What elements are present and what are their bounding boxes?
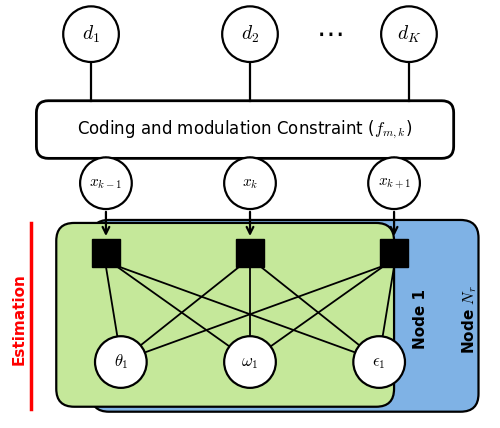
Circle shape — [80, 158, 132, 209]
Text: $x_{k-1}$: $x_{k-1}$ — [90, 176, 122, 191]
Text: $\omega_1$: $\omega_1$ — [242, 353, 258, 371]
Text: $\epsilon_1$: $\epsilon_1$ — [372, 353, 386, 371]
Text: $d_K$: $d_K$ — [397, 24, 421, 45]
Text: Node 1: Node 1 — [414, 289, 428, 349]
Bar — [236, 239, 264, 267]
Text: $f_k$: $f_k$ — [242, 247, 258, 266]
FancyBboxPatch shape — [56, 223, 394, 407]
Text: Coding and modulation Constraint ($f_{m,k}$): Coding and modulation Constraint ($f_{m,… — [78, 119, 412, 141]
Bar — [380, 239, 408, 267]
Text: $x_k$: $x_k$ — [242, 176, 258, 191]
Circle shape — [224, 336, 276, 388]
Text: $x_{k+1}$: $x_{k+1}$ — [378, 176, 410, 191]
Circle shape — [95, 336, 146, 388]
Text: $d_1$: $d_1$ — [82, 24, 100, 45]
Text: $d_2$: $d_2$ — [241, 24, 259, 45]
Circle shape — [368, 158, 420, 209]
Circle shape — [63, 6, 119, 62]
Text: Node $N_r$: Node $N_r$ — [460, 285, 479, 354]
Circle shape — [381, 6, 437, 62]
Text: Estimation: Estimation — [12, 273, 27, 365]
Circle shape — [354, 336, 405, 388]
FancyBboxPatch shape — [91, 220, 478, 412]
Text: $\theta_1$: $\theta_1$ — [114, 353, 128, 372]
Text: $\cdots$: $\cdots$ — [316, 20, 343, 48]
FancyBboxPatch shape — [36, 101, 454, 158]
Circle shape — [224, 158, 276, 209]
Circle shape — [222, 6, 278, 62]
Bar — [92, 239, 120, 267]
